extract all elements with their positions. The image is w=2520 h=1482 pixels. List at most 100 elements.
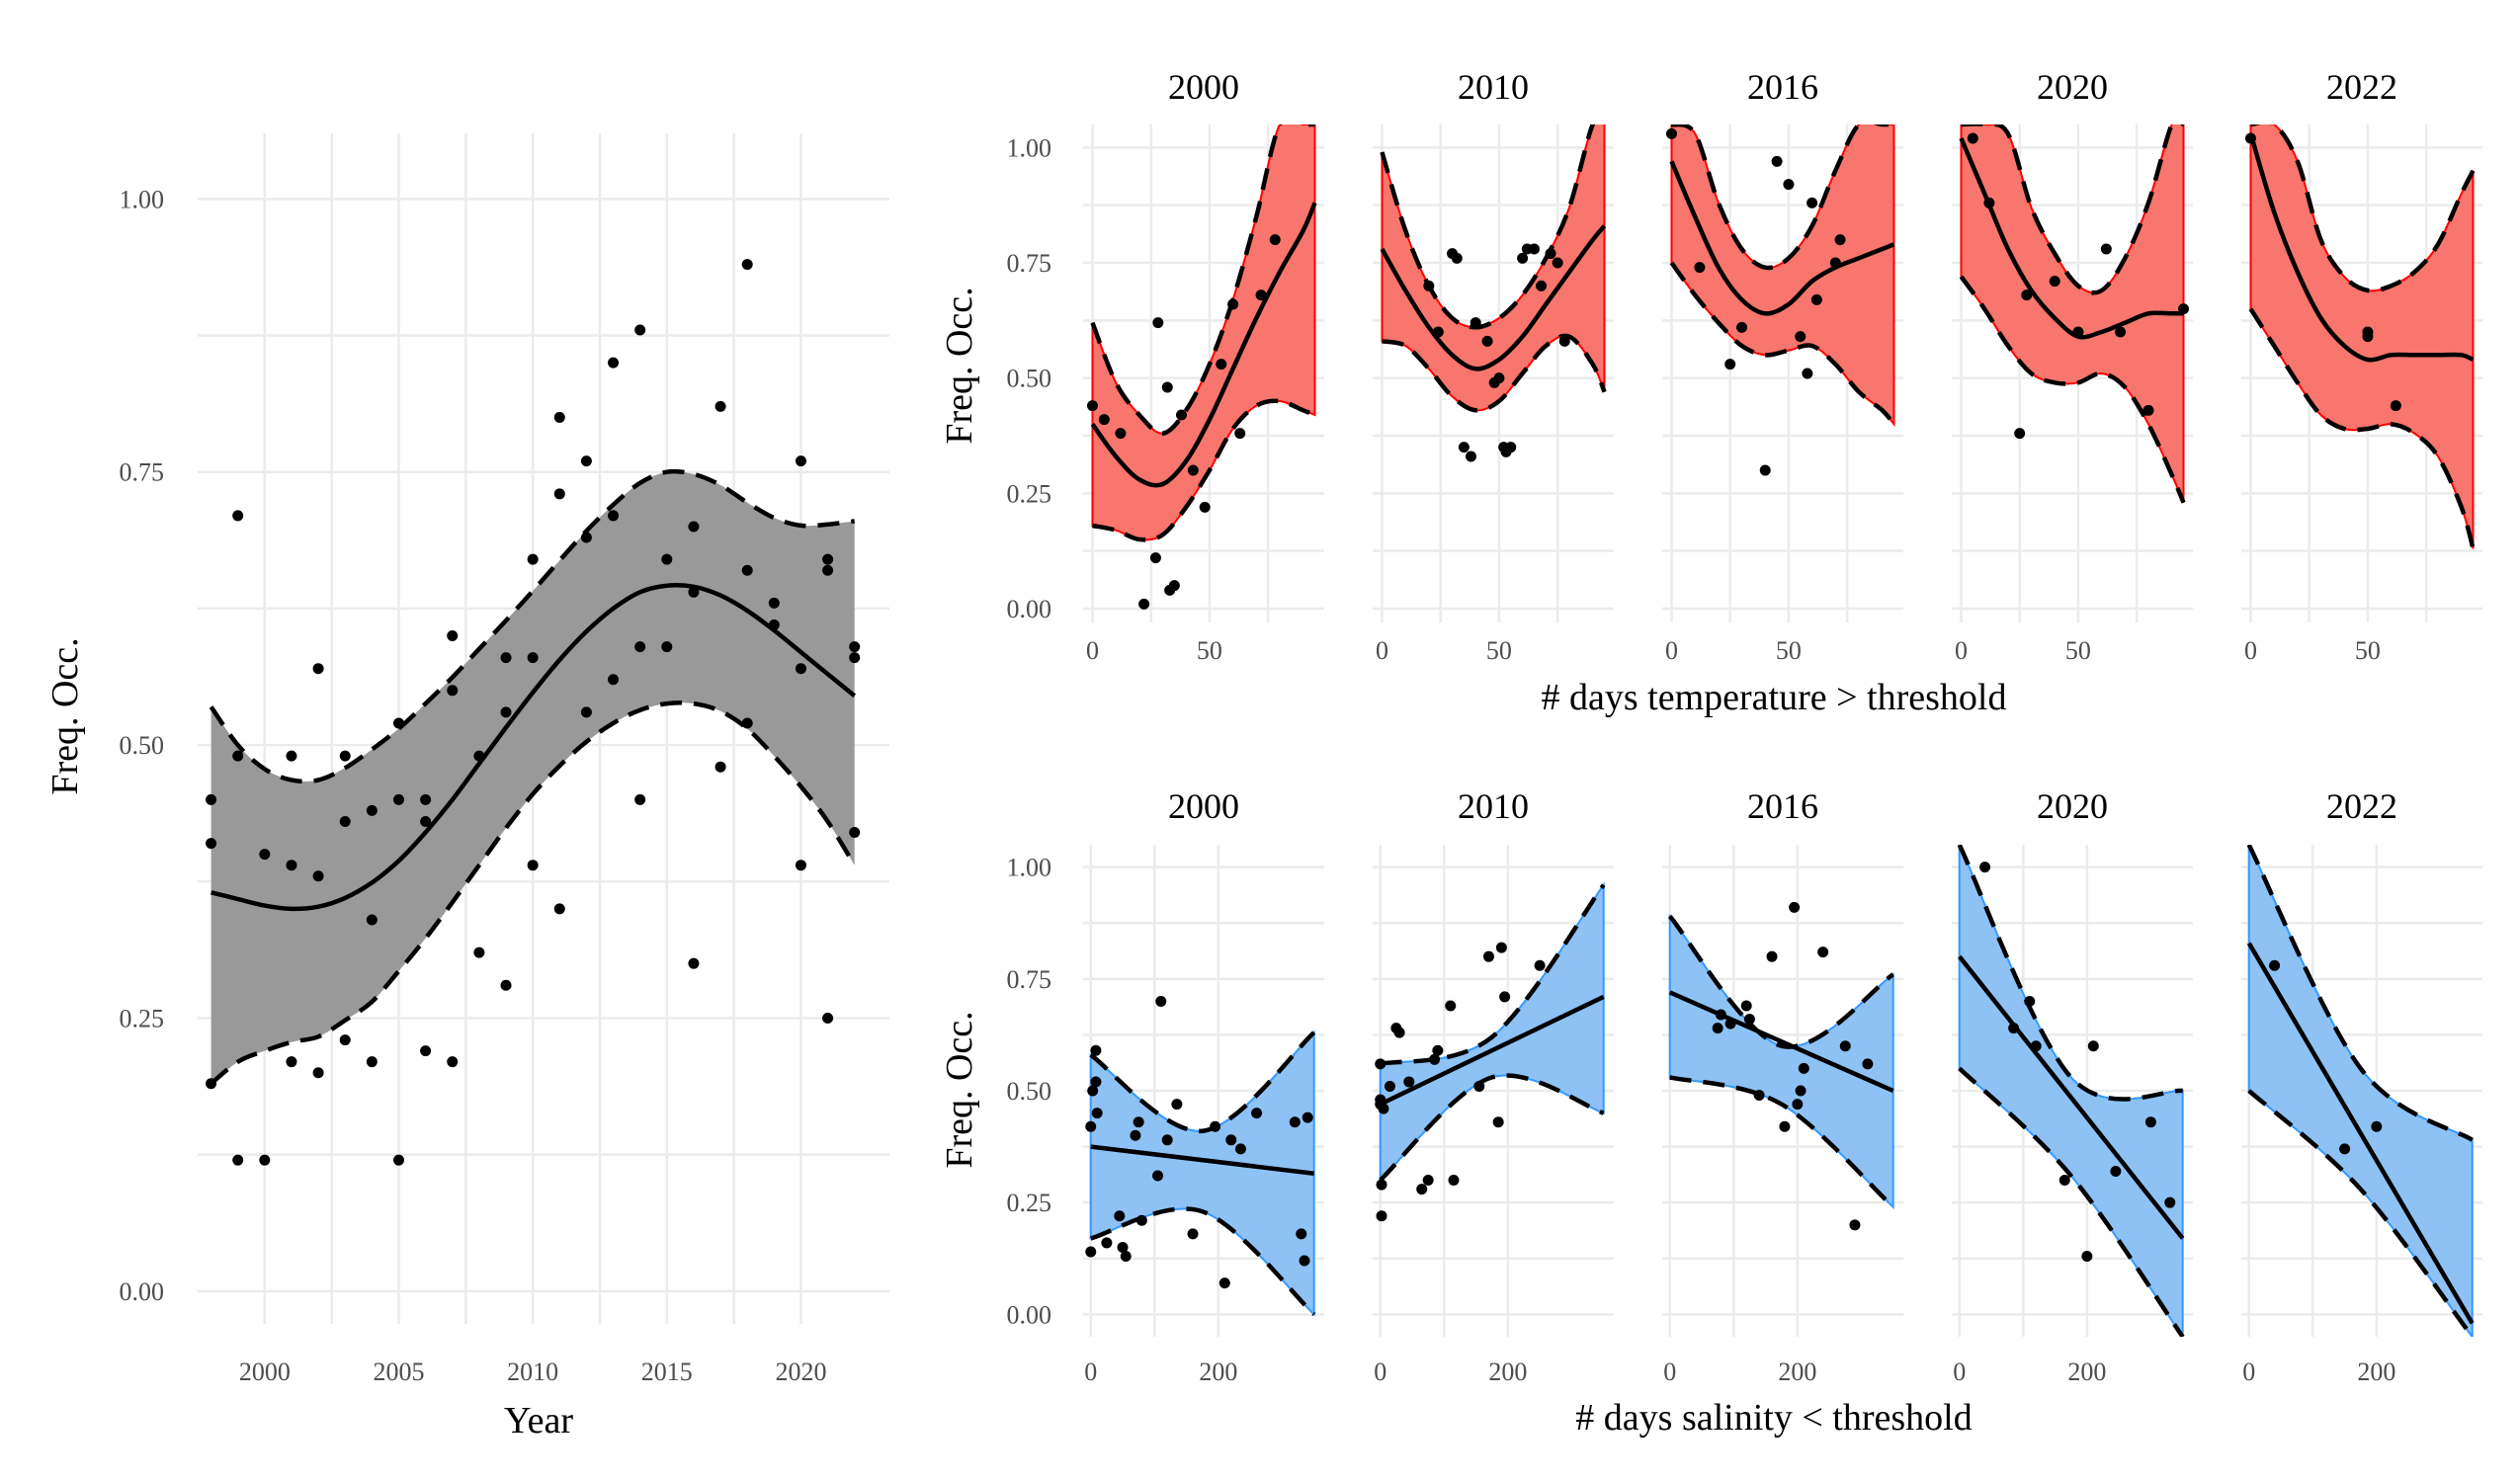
data-point xyxy=(849,641,861,653)
data-point xyxy=(768,618,780,630)
data-point xyxy=(1423,280,1435,291)
x-tick-label: 2020 xyxy=(775,1358,826,1386)
plot-area xyxy=(1086,124,1317,610)
data-point xyxy=(1817,947,1829,958)
data-point xyxy=(1505,442,1517,453)
facet-strip-label: 2016 xyxy=(1747,67,1818,107)
facet-2000: 2000 0 200 0.00 0.25 0.50 0.75 1.00 xyxy=(1007,786,1324,1386)
data-point xyxy=(1090,1076,1102,1088)
data-point xyxy=(1712,1023,1723,1034)
data-point xyxy=(1806,197,1818,208)
data-point xyxy=(1216,359,1227,370)
facet-2016: 2016 0 50 xyxy=(1662,67,1903,665)
data-point xyxy=(2081,1251,2093,1263)
confidence-ribbon xyxy=(1089,1029,1315,1317)
data-point xyxy=(1133,1116,1144,1128)
data-point xyxy=(1086,400,1098,412)
data-point xyxy=(339,815,351,827)
salinity-x-axis-title: # days salinity < threshold xyxy=(1575,1397,1972,1439)
facet-strip-label: 2022 xyxy=(2326,786,2397,826)
fit-line xyxy=(1379,994,1605,1107)
data-point xyxy=(1098,414,1110,426)
data-point xyxy=(1792,1099,1804,1111)
data-point xyxy=(795,455,806,467)
data-point xyxy=(1448,1175,1460,1187)
upper-bound-line xyxy=(1957,845,2183,1102)
fit-line xyxy=(1090,1144,1314,1176)
data-point xyxy=(1091,1108,1103,1119)
data-point xyxy=(1085,1246,1097,1258)
plot-area xyxy=(1667,901,1895,1231)
x-tick-label: 50 xyxy=(2355,636,2381,665)
fit-line xyxy=(1090,202,1317,488)
y-tick-label: 1.00 xyxy=(1007,854,1052,882)
facet-strip-label: 2020 xyxy=(2037,786,2108,826)
y-tick-label: 1.00 xyxy=(120,185,165,213)
data-point xyxy=(688,957,700,969)
data-point xyxy=(1779,1120,1791,1132)
x-tick-label: 0 xyxy=(1374,1358,1386,1386)
data-point xyxy=(1743,1014,1755,1026)
data-point xyxy=(1416,1184,1428,1195)
y-tick-label: 1.00 xyxy=(1007,133,1052,162)
data-point xyxy=(500,706,512,718)
upper-bound-line xyxy=(2250,124,2476,293)
data-point xyxy=(2371,1120,2383,1132)
data-point xyxy=(420,793,432,805)
temperature-x-axis-title: # days temperature > threshold xyxy=(1542,677,2007,718)
fit-line xyxy=(1668,990,1894,1094)
x-tick-label: 50 xyxy=(2065,636,2091,665)
data-point xyxy=(447,630,459,642)
x-tick-label: 0 xyxy=(1665,636,1678,665)
x-tick-label: 50 xyxy=(1197,636,1222,665)
plot-area xyxy=(1375,881,1606,1222)
data-point xyxy=(527,553,539,565)
x-tick-label: 0 xyxy=(2244,636,2257,665)
data-point xyxy=(580,532,592,543)
data-point xyxy=(2269,959,2281,971)
data-point xyxy=(688,521,700,533)
data-point xyxy=(2030,1040,2042,1052)
data-point xyxy=(312,870,324,882)
data-point xyxy=(608,357,620,369)
data-point xyxy=(2244,132,2256,144)
data-point xyxy=(1979,862,1991,873)
y-tick-label: 0.00 xyxy=(1007,595,1052,623)
data-point xyxy=(1187,464,1199,476)
data-point xyxy=(580,706,592,718)
data-point xyxy=(2024,995,2036,1007)
data-point xyxy=(366,804,378,816)
fit-line xyxy=(1957,954,2185,1240)
lower-bound-line xyxy=(1959,275,2186,504)
y-tick-label: 0.75 xyxy=(1007,249,1052,278)
facet-2016: 2016 0 200 xyxy=(1662,786,1903,1386)
data-point xyxy=(1187,1228,1199,1240)
confidence-ribbon xyxy=(1960,124,2185,504)
data-point xyxy=(447,685,459,697)
data-point xyxy=(1130,1129,1141,1141)
data-point xyxy=(312,663,324,675)
data-point xyxy=(1862,1058,1874,1070)
data-point xyxy=(392,717,404,729)
data-point xyxy=(2142,404,2154,416)
data-point xyxy=(286,860,297,871)
plot-area xyxy=(1665,124,1896,476)
x-tick-label: 0 xyxy=(2242,1358,2255,1386)
fit-line xyxy=(210,582,857,912)
data-point xyxy=(2164,1196,2176,1208)
lower-bound-line xyxy=(2247,1089,2475,1337)
data-point xyxy=(741,717,753,729)
fit-line xyxy=(1669,160,1895,316)
salinity-y-axis-title: Freq. Occ. xyxy=(939,1011,980,1168)
data-point xyxy=(1499,991,1511,1003)
data-point xyxy=(1458,442,1470,453)
x-tick-label: 50 xyxy=(1776,636,1802,665)
data-point xyxy=(1168,580,1180,592)
upper-bound-line xyxy=(209,468,855,784)
data-point xyxy=(366,1056,378,1068)
upper-bound-line xyxy=(1380,124,1605,330)
data-point xyxy=(1753,1090,1765,1102)
data-point xyxy=(1155,995,1167,1007)
data-point xyxy=(1558,335,1570,347)
